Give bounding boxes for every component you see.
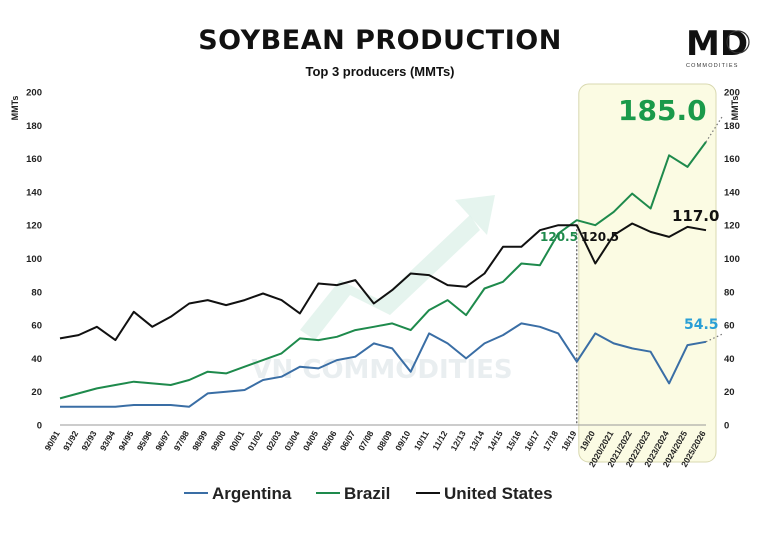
y-tick-right-140: 140	[724, 187, 740, 198]
watermark-text: VN COMMODITIES	[251, 355, 512, 385]
logo-globe-icon	[726, 30, 750, 54]
y-tick-left-100: 100	[26, 254, 42, 265]
logo-mark: MD	[686, 24, 748, 64]
x-tick-22: 12/13	[448, 429, 467, 453]
y-tick-left-200: 200	[26, 88, 42, 99]
x-tick-19: 09/10	[393, 429, 412, 453]
y-tick-left-0: 0	[37, 421, 42, 432]
logo: MD COMMODITIES	[686, 24, 750, 69]
y-axis-label-left: MMTs	[10, 96, 20, 121]
series-line-united-states	[59, 222, 707, 342]
x-tick-13: 03/04	[282, 429, 301, 453]
watermark: VN COMMODITIES	[251, 195, 513, 385]
x-tick-1: 91/92	[61, 429, 80, 453]
x-tick-28: 18/19	[559, 429, 578, 453]
x-tick-21: 11/12	[430, 429, 449, 452]
annotation-united-states-1: 117.0	[672, 207, 719, 225]
annotation-brazil-3: 120.5	[540, 230, 578, 244]
y-tick-left-120: 120	[26, 221, 42, 232]
y-tick-right-20: 20	[724, 387, 735, 398]
annotation-brazil-0: 185.0	[618, 94, 707, 127]
x-tick-20: 10/11	[412, 429, 431, 452]
y-tick-left-20: 20	[31, 387, 42, 398]
y-ticks-right: 0 20 40 60 80 100 120 140 160 180 200	[724, 88, 740, 432]
x-tick-12: 02/03	[264, 429, 283, 453]
series-lines	[59, 116, 723, 408]
x-tick-11: 01/02	[245, 429, 264, 453]
y-tick-right-120: 120	[724, 221, 740, 232]
x-tick-4: 94/95	[116, 429, 135, 453]
forecast-highlight	[578, 83, 717, 463]
y-tick-left-160: 160	[26, 154, 42, 165]
annotations: 185.0 117.0 54.5 120.5 120.5	[540, 94, 719, 333]
x-tick-7: 97/98	[172, 429, 191, 453]
x-tick-14: 04/05	[301, 429, 320, 453]
x-tick-0: 90/91	[42, 429, 61, 453]
y-tick-right-200: 200	[724, 88, 740, 99]
annotation-argentina-2: 54.5	[684, 317, 719, 333]
x-tick-23: 13/14	[467, 429, 486, 453]
legend-argentina: Argentina	[212, 484, 292, 503]
y-tick-right-180: 180	[724, 121, 740, 132]
projection-argentina	[705, 333, 723, 343]
x-tick-15: 05/06	[319, 429, 338, 453]
y-tick-right-60: 60	[724, 321, 735, 332]
series-line-brazil	[59, 141, 707, 400]
y-tick-right-80: 80	[724, 287, 735, 298]
y-ticks-left: 0 20 40 60 80 100 120 140 160 180 200	[26, 88, 42, 432]
x-tick-25: 15/16	[504, 429, 523, 453]
x-tick-8: 98/99	[190, 429, 209, 453]
chart-subtitle: Top 3 producers (MMTs)	[305, 64, 454, 79]
x-tick-26: 16/17	[522, 429, 541, 453]
legend-brazil: Brazil	[344, 484, 390, 503]
x-tick-24: 14/15	[485, 429, 504, 453]
x-tick-6: 96/97	[153, 429, 172, 453]
projection-brazil	[705, 116, 723, 143]
y-tick-left-40: 40	[31, 354, 42, 365]
x-tick-2: 92/93	[79, 429, 98, 453]
y-tick-right-100: 100	[724, 254, 740, 265]
y-tick-right-40: 40	[724, 354, 735, 365]
x-tick-5: 95/96	[135, 429, 154, 453]
y-tick-right-160: 160	[724, 154, 740, 165]
x-tick-10: 00/01	[227, 429, 246, 453]
y-tick-right-0: 0	[724, 421, 729, 432]
legend: Argentina Brazil United States	[184, 484, 553, 503]
logo-text: COMMODITIES	[686, 63, 739, 69]
annotation-united-states-4: 120.5	[581, 230, 619, 244]
series-line-argentina	[60, 322, 707, 408]
x-tick-3: 93/94	[98, 429, 117, 453]
y-axis-label-right: MMTs	[730, 96, 740, 121]
x-tick-17: 07/08	[356, 429, 375, 453]
legend-united-states: United States	[444, 484, 553, 503]
chart-title: SOYBEAN PRODUCTION	[198, 25, 562, 56]
y-tick-left-80: 80	[31, 287, 42, 298]
x-tick-9: 99/00	[209, 429, 228, 453]
x-tick-27: 17/18	[541, 429, 560, 453]
x-tick-18: 08/09	[375, 429, 394, 453]
y-tick-left-180: 180	[26, 121, 42, 132]
y-tick-left-140: 140	[26, 187, 42, 198]
y-tick-left-60: 60	[31, 321, 42, 332]
x-tick-16: 06/07	[338, 429, 357, 453]
